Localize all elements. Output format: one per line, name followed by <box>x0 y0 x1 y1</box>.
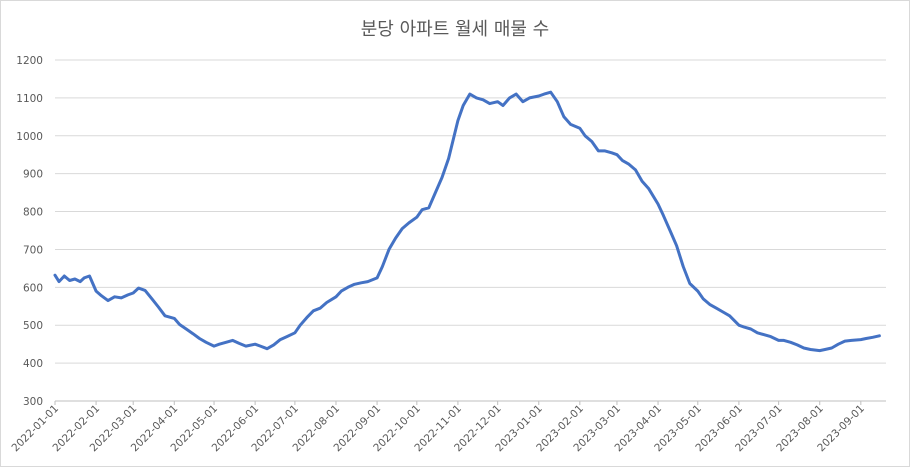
y-tick-label: 800 <box>23 207 43 219</box>
gridlines <box>55 59 886 402</box>
y-tick-label: 900 <box>23 169 43 181</box>
x-axis-tick-labels: 2022-01-012022-02-012022-03-012022-04-01… <box>9 401 867 454</box>
y-axis-tick-labels: 300 400 500 600 700 800 900 1000 1100 1200 <box>16 55 43 408</box>
y-tick-label: 1000 <box>16 131 43 143</box>
series-group <box>53 90 881 353</box>
chart-title: 분당 아파트 월세 매물 수 <box>361 19 550 40</box>
y-tick-label: 1100 <box>16 93 43 105</box>
y-tick-label: 400 <box>23 358 43 370</box>
series-line-0 <box>53 90 881 353</box>
y-tick-label: 700 <box>23 244 43 256</box>
y-tick-label: 500 <box>23 320 43 332</box>
y-tick-label: 300 <box>23 396 43 408</box>
y-tick-label: 1200 <box>16 55 43 67</box>
y-tick-label: 600 <box>23 282 43 294</box>
